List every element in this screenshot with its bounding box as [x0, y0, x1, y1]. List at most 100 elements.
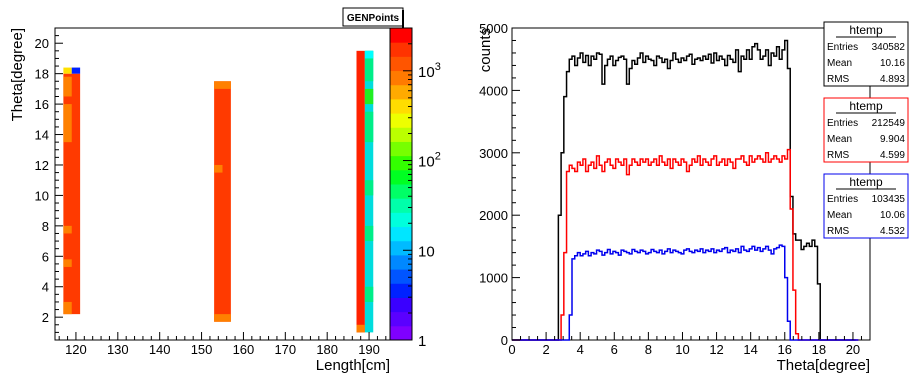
x-tick-label: 10: [675, 342, 689, 357]
colorbar-segment: [390, 325, 412, 341]
x-tick-label: 120: [65, 342, 87, 357]
stat-box-title: htemp: [849, 175, 883, 189]
y-tick-label: 1000: [479, 271, 508, 286]
x-tick-label: 18: [812, 342, 826, 357]
x-tick-label: 2: [542, 342, 549, 357]
heatmap-cell: [364, 88, 374, 105]
hist-frame: [511, 27, 871, 341]
heatmap-cell: [364, 50, 374, 59]
stat-label: Entries: [827, 194, 858, 205]
stat-label: RMS: [827, 150, 850, 161]
colorbar-segment: [390, 28, 412, 43]
y-axis-title: Theta[degree]: [9, 28, 26, 121]
colorbar-segment: [390, 155, 412, 171]
heatmap-cell: [63, 104, 72, 143]
hist-series-line: [512, 244, 859, 341]
x-tick-label: 130: [107, 342, 129, 357]
x-tick-label: 20: [846, 342, 860, 357]
stat-label: RMS: [827, 226, 850, 237]
y-tick-label: 16: [35, 97, 49, 112]
plot-title: GENPoints: [347, 13, 400, 24]
colorbar-segment: [390, 127, 412, 142]
stat-label: Entries: [827, 118, 858, 129]
y-tick-label: 5000: [479, 21, 508, 36]
x-tick-label: 140: [149, 342, 171, 357]
stat-box-title: htemp: [849, 99, 883, 113]
heatmap-cell: [63, 225, 72, 234]
colorbar-frame: [389, 27, 413, 341]
y-tick-label: 4: [42, 280, 49, 295]
colorbar-segment: [390, 240, 412, 256]
y-tick-label: 0: [501, 333, 508, 348]
stat-box: [823, 173, 909, 239]
stat-box: [823, 97, 909, 163]
heatmap-cell: [63, 76, 72, 97]
y-tick-label: 4000: [479, 83, 508, 98]
x-tick-label: 190: [358, 342, 380, 357]
heatmap-cell: [364, 225, 374, 242]
heatmap-cell: [364, 50, 374, 82]
colorbar-segment: [390, 226, 412, 242]
x-tick-label: 6: [611, 342, 618, 357]
y-tick-label: 14: [35, 128, 49, 143]
colorbar-segment: [390, 98, 412, 114]
heatmap-cell: [214, 81, 231, 322]
x-axis-title: Theta[degree]: [777, 357, 870, 374]
heatmap-cell: [356, 324, 365, 333]
colorbar-segment: [390, 84, 412, 100]
heatmap-cell: [356, 50, 365, 333]
stat-box-title: htemp: [849, 23, 883, 37]
heatmap-cell: [364, 180, 374, 196]
x-tick-label: 170: [274, 342, 296, 357]
colorbar-segment: [390, 198, 412, 213]
x-tick-label: 8: [645, 342, 652, 357]
colorbar-label: 1: [418, 333, 426, 350]
stat-label: Mean: [827, 134, 852, 145]
stat-value: 10.06: [880, 210, 905, 221]
heatmap-cell: [71, 67, 81, 74]
y-tick-label: 8: [42, 219, 49, 234]
stat-box: [823, 21, 909, 87]
stat-value: 103435: [872, 194, 906, 205]
heatmap-cell: [214, 164, 223, 173]
colorbar-segment: [390, 311, 412, 327]
x-tick-label: 16: [778, 342, 792, 357]
heatmap-cell: [63, 67, 72, 74]
colorbar-segment: [390, 169, 412, 185]
x-tick-label: 0: [508, 342, 515, 357]
colorbar-segment: [390, 56, 412, 72]
heatmap-cell: [214, 81, 231, 89]
heatmap-cell: [364, 111, 374, 143]
stat-value: 212549: [872, 118, 906, 129]
colorbar-segment: [390, 283, 412, 298]
hist-series-line: [512, 148, 859, 341]
colorbar-segment: [390, 184, 412, 199]
x-tick-label: 160: [233, 342, 255, 357]
x-tick-label: 12: [709, 342, 723, 357]
heatmap-cell: [63, 301, 72, 315]
colorbar-segment: [390, 141, 412, 157]
heatmap-cell: [63, 259, 72, 267]
stat-value: 340582: [872, 42, 906, 53]
x-axis-title: Length[cm]: [316, 357, 390, 374]
stat-label: Mean: [827, 210, 852, 221]
colorbar-segment: [390, 254, 412, 270]
stat-value: 4.599: [880, 150, 905, 161]
x-tick-label: 14: [743, 342, 757, 357]
y-axis-title: counts: [477, 28, 494, 72]
x-tick-label: 4: [577, 342, 584, 357]
y-tick-label: 20: [35, 36, 49, 51]
stat-value: 4.893: [880, 74, 905, 85]
y-tick-label: 12: [35, 158, 49, 173]
stat-value: 10.16: [880, 58, 905, 69]
y-tick-label: 18: [35, 67, 49, 82]
stat-value: 9.904: [880, 134, 905, 145]
stat-value: 4.532: [880, 226, 905, 237]
x-tick-label: 150: [191, 342, 213, 357]
y-tick-label: 2: [42, 310, 49, 325]
y-tick-label: 3000: [479, 146, 508, 161]
heatmap-cell: [364, 286, 374, 302]
stat-label: Mean: [827, 58, 852, 69]
colorbar-label: 10: [418, 243, 435, 260]
